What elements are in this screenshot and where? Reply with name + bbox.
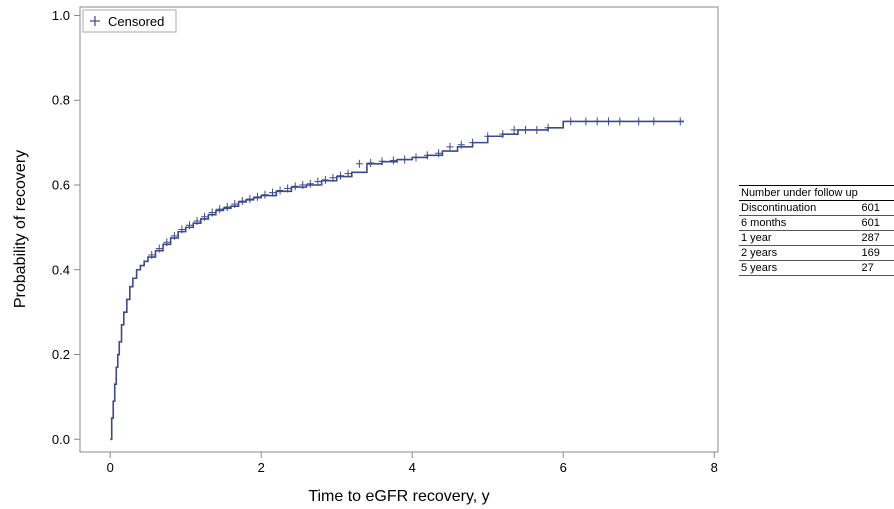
censor-mark bbox=[412, 153, 420, 162]
censor-mark bbox=[238, 197, 246, 206]
censor-mark bbox=[269, 188, 277, 197]
censor-mark bbox=[299, 181, 307, 189]
row-label: 5 years bbox=[739, 260, 858, 276]
censor-mark bbox=[201, 212, 209, 221]
x-tick-label: 0 bbox=[107, 460, 114, 475]
y-axis: 0.0 0.2 0.4 0.6 0.8 1.0 bbox=[52, 8, 80, 447]
y-tick-label: 0.6 bbox=[52, 178, 70, 193]
censor-mark bbox=[423, 151, 431, 160]
censor-mark bbox=[446, 142, 454, 151]
censor-mark bbox=[605, 117, 613, 126]
censor-mark bbox=[246, 194, 254, 203]
censor-mark bbox=[635, 117, 643, 126]
censor-mark bbox=[676, 117, 684, 126]
followup-table-grid: Number under follow up Discontinuation 6… bbox=[739, 185, 894, 276]
censor-mark bbox=[223, 203, 231, 212]
censor-mark bbox=[355, 159, 363, 168]
censor-mark bbox=[208, 208, 216, 217]
censor-mark bbox=[389, 156, 397, 165]
y-tick-label: 1.0 bbox=[52, 8, 70, 23]
censor-mark bbox=[148, 250, 156, 259]
y-tick-label: 0.4 bbox=[52, 262, 70, 277]
table-row: Discontinuation 601 bbox=[739, 200, 894, 216]
y-axis-title: Probability of recovery bbox=[12, 150, 29, 308]
censor-mark bbox=[321, 175, 329, 184]
censor-mark bbox=[593, 117, 601, 126]
y-tick-label: 0.8 bbox=[52, 93, 70, 108]
y-tick-label: 0.2 bbox=[52, 347, 70, 362]
censor-mark bbox=[544, 123, 552, 132]
censor-mark bbox=[582, 117, 590, 126]
censor-mark bbox=[567, 117, 575, 126]
row-value: 27 bbox=[857, 260, 894, 276]
censor-mark bbox=[499, 130, 507, 139]
censor-mark bbox=[469, 138, 477, 147]
row-label: 2 years bbox=[739, 245, 858, 261]
row-value: 601 bbox=[857, 215, 894, 231]
row-value: 287 bbox=[857, 230, 894, 246]
censor-mark bbox=[616, 117, 624, 126]
followup-header-row: Number under follow up bbox=[739, 185, 894, 201]
x-tick-label: 6 bbox=[560, 460, 567, 475]
legend: Censored bbox=[82, 9, 177, 33]
row-value: 169 bbox=[857, 245, 894, 261]
censor-mark bbox=[253, 192, 261, 201]
censor-mark bbox=[284, 184, 292, 193]
censor-mark bbox=[521, 125, 529, 134]
x-tick-label: 8 bbox=[711, 460, 718, 475]
series-line bbox=[110, 120, 685, 441]
legend-box bbox=[82, 9, 177, 33]
table-row: 2 years 169 bbox=[739, 245, 894, 261]
censor-mark bbox=[193, 217, 201, 226]
x-tick-label: 2 bbox=[258, 460, 265, 475]
row-label: 1 year bbox=[739, 230, 858, 246]
followup-table: Number under follow up Discontinuation 6… bbox=[739, 185, 894, 276]
censor-mark bbox=[261, 190, 269, 199]
censor-mark bbox=[484, 132, 492, 141]
censor-mark bbox=[216, 205, 224, 214]
row-label: 6 months bbox=[739, 215, 858, 231]
plot-frame bbox=[79, 6, 719, 453]
censor-mark bbox=[367, 158, 375, 167]
censor-mark bbox=[435, 149, 443, 158]
x-tick-label: 4 bbox=[409, 460, 416, 475]
table-row: 5 years 27 bbox=[739, 260, 894, 276]
censor-mark bbox=[276, 186, 284, 195]
table-row: 1 year 287 bbox=[739, 230, 894, 246]
censor-mark bbox=[336, 171, 344, 180]
censor-mark bbox=[329, 173, 337, 182]
row-label: Discontinuation bbox=[739, 200, 858, 216]
censor-mark bbox=[510, 125, 518, 134]
row-value: 601 bbox=[857, 200, 894, 216]
followup-header: Number under follow up bbox=[739, 185, 894, 201]
survival-curve bbox=[110, 120, 685, 441]
censored-markers bbox=[148, 117, 684, 259]
censor-mark bbox=[178, 225, 186, 234]
censor-mark bbox=[306, 179, 314, 188]
legend-label: Censored bbox=[108, 14, 164, 29]
censor-mark bbox=[163, 238, 171, 247]
legend-censor-marker bbox=[90, 16, 100, 26]
censor-mark bbox=[170, 231, 178, 240]
censor-mark bbox=[344, 169, 352, 178]
table-row: 6 months 601 bbox=[739, 215, 894, 231]
y-tick-label: 0.0 bbox=[52, 432, 70, 447]
censor-mark bbox=[314, 177, 322, 186]
censor-mark bbox=[291, 182, 299, 191]
censor-mark bbox=[231, 200, 239, 209]
x-axis: 0 2 4 6 8 bbox=[107, 452, 718, 475]
censor-mark bbox=[533, 125, 541, 134]
censor-mark bbox=[401, 155, 409, 164]
censor-mark bbox=[185, 221, 193, 230]
censor-mark bbox=[378, 157, 386, 166]
censor-mark bbox=[155, 244, 163, 253]
censor-mark bbox=[650, 117, 658, 126]
censor-mark bbox=[457, 140, 465, 149]
x-axis-title: Time to eGFR recovery, y bbox=[308, 488, 489, 505]
